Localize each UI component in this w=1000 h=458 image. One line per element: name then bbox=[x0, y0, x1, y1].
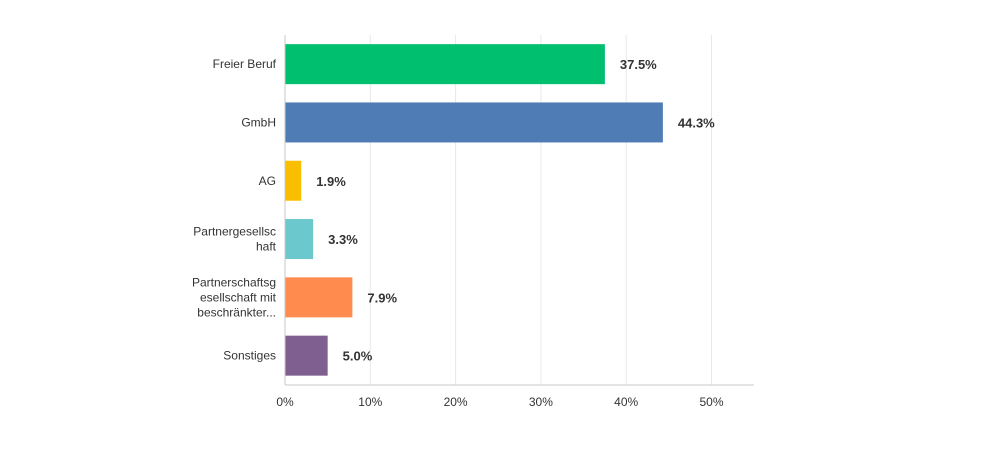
bar bbox=[285, 44, 605, 85]
bar bbox=[285, 335, 328, 376]
x-tick-label: 10% bbox=[358, 395, 382, 409]
category-label-line: Sonstiges bbox=[223, 349, 276, 363]
category-label-line: beschränkter... bbox=[197, 305, 276, 319]
category-label-line: AG bbox=[259, 174, 276, 188]
bar bbox=[285, 277, 353, 318]
data-label: 37.5% bbox=[620, 57, 657, 72]
labels: 0% 10% 20% 30% 40% 50% 37.5% Freier Beruf 44.3% G… bbox=[192, 57, 724, 409]
x-tick-label: 50% bbox=[699, 395, 723, 409]
category-label: Partnerschaftsg esellschaft mit beschränkt… bbox=[192, 275, 277, 319]
bar bbox=[285, 219, 314, 260]
data-label: 44.3% bbox=[678, 115, 715, 130]
category-label-line: GmbH bbox=[241, 115, 276, 129]
category-label: GmbH bbox=[241, 115, 276, 129]
data-label: 5.0% bbox=[343, 349, 373, 364]
category-label-line: Partnerschaftsg bbox=[192, 275, 276, 289]
data-label: 1.9% bbox=[316, 174, 346, 189]
category-label: Sonstiges bbox=[223, 349, 276, 363]
category-label-line: esellschaft mit bbox=[200, 290, 277, 304]
x-tick-label: 0% bbox=[276, 395, 294, 409]
grid-lines bbox=[369, 35, 712, 385]
x-tick-label: 30% bbox=[529, 395, 553, 409]
bar bbox=[285, 160, 302, 201]
category-label: Partnergesellsc haft bbox=[193, 225, 276, 254]
bar bbox=[285, 102, 663, 143]
data-label: 7.9% bbox=[367, 290, 397, 305]
x-tick-label: 20% bbox=[444, 395, 468, 409]
category-label-line: Partnergesellsc bbox=[193, 225, 276, 239]
category-label: Freier Beruf bbox=[213, 57, 277, 71]
category-label: AG bbox=[259, 174, 276, 188]
data-label: 3.3% bbox=[328, 232, 358, 247]
category-label-line: Freier Beruf bbox=[213, 57, 277, 71]
x-tick-label: 40% bbox=[614, 395, 638, 409]
category-label-line: haft bbox=[256, 240, 277, 254]
axes bbox=[284, 35, 754, 386]
bars bbox=[285, 44, 663, 376]
